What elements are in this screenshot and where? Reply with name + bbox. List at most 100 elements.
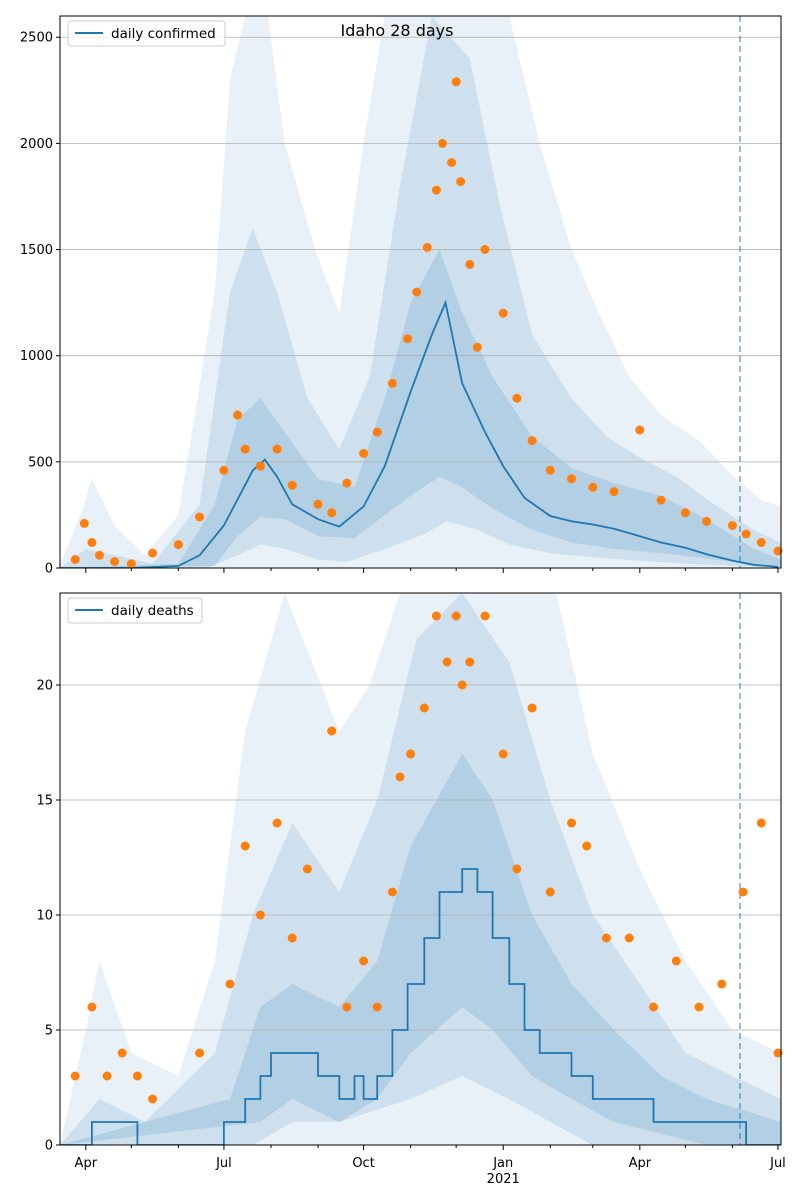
data-point [773,1048,783,1058]
x-tick-label: Oct [352,1156,374,1171]
data-point [419,703,429,713]
data-point [438,138,447,148]
data-point [110,557,120,567]
data-point [512,864,522,874]
data-point [342,1002,352,1012]
data-point [609,487,619,497]
data-point [588,482,598,492]
data-point [635,425,645,435]
data-point [738,887,748,897]
data-point [173,540,183,550]
y-tick-label: 5 [45,1024,53,1039]
data-point [680,508,690,518]
data-point [498,749,508,759]
data-point [567,818,576,828]
data-point [272,444,282,454]
data-point [472,342,482,352]
data-point [431,185,441,195]
data-point [387,378,397,388]
data-point [601,933,611,943]
data-point [773,546,783,556]
data-point [87,1002,97,1012]
data-point [359,956,369,966]
data-point [545,887,555,897]
y-tick-label: 2000 [20,137,53,152]
data-point [233,410,243,420]
legend-label: daily deaths [111,603,194,619]
chart-panel-daily-confirmed: 0 500 1000 1500 2000 2500 daily confirmed Ida… [20,15,783,577]
legend-box [67,597,203,624]
data-point [717,979,727,989]
chart-title: Idaho 28 days [341,21,454,40]
data-point [656,495,666,505]
x-tick-sublabel: 2021 [487,1172,520,1187]
band-middle [60,593,781,1145]
data-point [447,158,457,167]
data-point [70,1071,80,1081]
band-inner [60,754,781,1145]
data-point [456,177,466,187]
data-point [465,259,475,269]
plot-frame [59,592,782,1146]
data-point [255,461,265,471]
data-point [582,841,592,851]
data-point [240,444,250,454]
x-tick-label: Apr [629,1156,652,1171]
data-point [148,1094,158,1104]
data-point [87,538,97,547]
data-point [79,518,89,528]
y-tick-label: 1500 [20,243,53,258]
plot-frame [59,15,782,569]
data-point [694,1002,704,1012]
x-tick-label: Jan [492,1156,513,1171]
data-point [287,480,297,490]
legend-label: daily confirmed [111,26,216,42]
data-point [287,933,297,943]
data-point [102,1071,112,1081]
data-point [359,448,369,458]
data-point [302,864,312,874]
x-tick-label: Jul [215,1156,232,1171]
data-point [403,334,413,344]
data-point [702,516,712,526]
data-point [451,611,461,621]
data-point [649,1002,658,1012]
data-point [457,680,467,690]
data-point [148,548,158,558]
data-point [451,77,461,87]
x-tick-label: Apr [75,1156,98,1171]
data-point [372,1002,382,1012]
data-point [756,538,766,547]
data-point [480,245,490,254]
data-point [624,933,634,943]
legend: daily confirmed [67,20,226,47]
data-point [422,242,432,252]
data-point [240,841,250,851]
data-point [727,521,737,530]
data-point [498,308,508,318]
data-point [527,436,537,446]
band-outer [60,593,781,1145]
data-point [95,550,104,560]
data-point [126,559,136,569]
data-point [406,749,416,759]
y-tick-label: 2500 [20,31,53,46]
data-point [567,474,576,484]
data-point [480,611,490,621]
y-tick-label: 0 [45,1139,53,1154]
data-point [741,529,751,539]
data-point [372,427,382,437]
data-point [70,555,80,564]
legend: daily deaths [67,597,203,624]
y-tick-label: 10 [36,909,53,924]
data-point [225,979,235,989]
data-point [327,508,337,518]
data-point [255,910,265,920]
series-line-daily-confirmed [60,299,779,568]
series-line-daily-deaths [60,868,781,1145]
legend-box [67,20,226,47]
data-point [313,499,323,509]
data-point [395,772,405,782]
data-point [431,611,441,621]
